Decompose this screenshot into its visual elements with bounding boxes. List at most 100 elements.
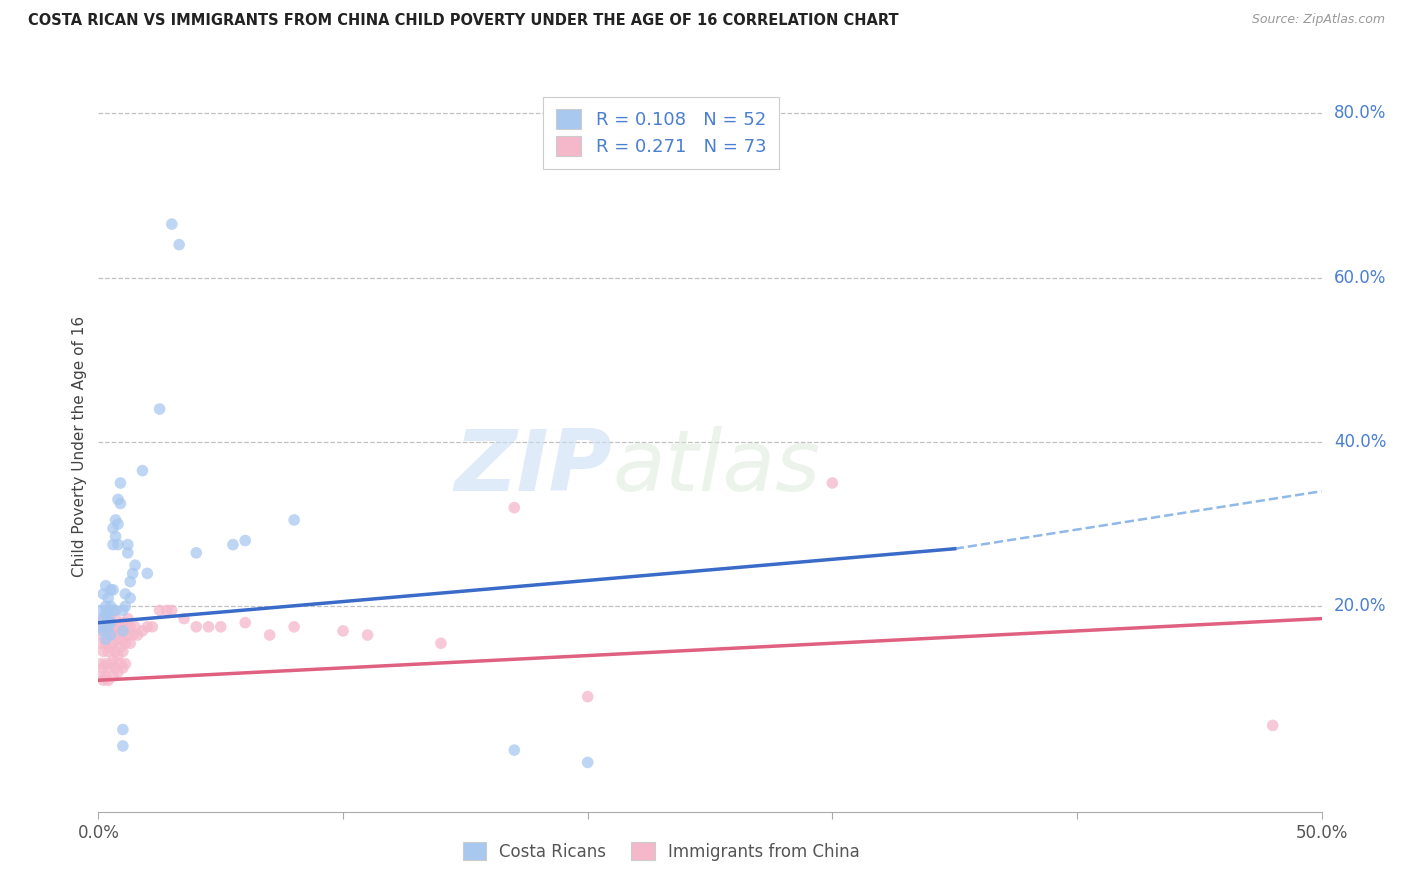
Point [1261,718,1284,732]
Point [259,628,281,642]
Point [149,402,172,417]
Point [283,513,305,527]
Point [94,599,117,614]
Point [111,739,134,753]
Point [356,628,378,642]
Point [100,657,122,671]
Point [90,620,112,634]
Point [101,582,124,597]
Point [186,620,208,634]
Point [107,632,129,647]
Point [91,628,114,642]
Point [117,611,139,625]
Point [127,628,149,642]
Text: COSTA RICAN VS IMMIGRANTS FROM CHINA CHILD POVERTY UNDER THE AGE OF 16 CORRELATI: COSTA RICAN VS IMMIGRANTS FROM CHINA CHI… [28,13,898,29]
Point [111,661,134,675]
Point [100,599,122,614]
Point [141,620,163,634]
Point [114,587,136,601]
Point [101,620,124,634]
Point [101,603,124,617]
Point [156,603,179,617]
Point [94,579,117,593]
Text: ZIP: ZIP [454,426,612,509]
Point [91,587,114,601]
Y-axis label: Child Poverty Under the Age of 16: Child Poverty Under the Age of 16 [72,316,87,576]
Point [503,743,526,757]
Point [101,603,124,617]
Point [94,607,117,622]
Legend: Costa Ricans, Immigrants from China: Costa Ricans, Immigrants from China [454,834,868,869]
Point [97,628,120,642]
Point [332,624,354,638]
Point [120,620,142,634]
Point [104,513,127,527]
Point [136,620,159,634]
Point [117,628,139,642]
Point [209,620,232,634]
Point [222,538,245,552]
Point [101,538,124,552]
Point [97,603,120,617]
Point [120,636,142,650]
Point [107,620,129,634]
Point [107,517,129,532]
Point [97,644,120,658]
Point [121,566,143,581]
Point [114,599,136,614]
Point [114,657,136,671]
Point [167,237,190,252]
Point [97,611,120,625]
Point [97,591,120,605]
Point [111,723,134,737]
Point [131,464,153,478]
Point [101,653,124,667]
Point [100,607,122,622]
Point [503,500,526,515]
Text: 80.0%: 80.0% [1334,104,1386,122]
Point [576,756,599,770]
Point [101,669,124,683]
Point [90,620,112,634]
Text: 60.0%: 60.0% [1334,268,1386,286]
Point [186,546,208,560]
Point [110,640,132,655]
Point [94,636,117,650]
Point [117,546,139,560]
Point [114,620,136,634]
Point [149,603,172,617]
Point [104,661,127,675]
Point [160,603,183,617]
Point [120,574,142,589]
Point [90,603,112,617]
Point [90,636,112,650]
Point [91,644,114,658]
Point [91,661,114,675]
Point [121,628,143,642]
Point [101,636,124,650]
Point [107,665,129,679]
Point [110,657,132,671]
Point [136,566,159,581]
Point [100,615,122,630]
Point [94,657,117,671]
Point [97,661,120,675]
Point [94,620,117,634]
Point [114,636,136,650]
Point [111,624,134,638]
Point [94,603,117,617]
Point [111,632,134,647]
Point [821,475,844,490]
Point [173,611,195,625]
Point [90,657,112,671]
Point [104,628,127,642]
Point [576,690,599,704]
Point [91,673,114,688]
Point [100,582,122,597]
Text: 40.0%: 40.0% [1334,433,1386,450]
Point [94,669,117,683]
Point [100,628,122,642]
Point [104,644,127,658]
Point [107,648,129,663]
Point [107,492,129,507]
